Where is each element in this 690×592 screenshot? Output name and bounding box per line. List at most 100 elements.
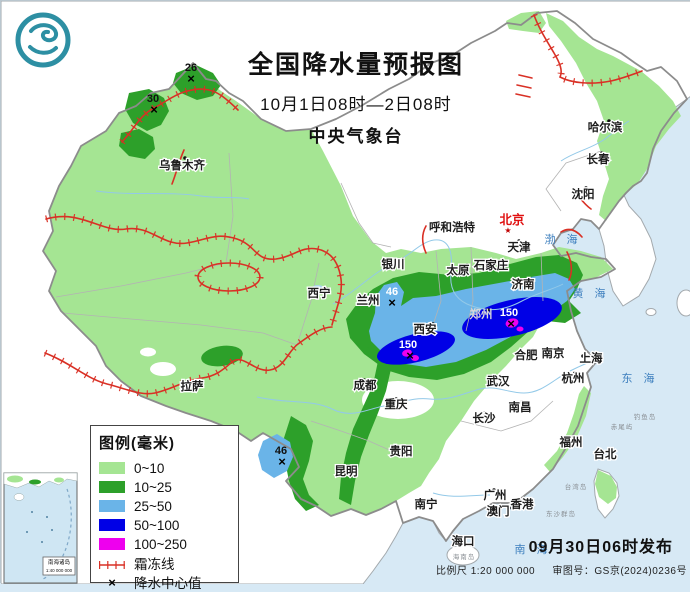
city-label: 长春	[587, 152, 610, 166]
city-label: 石家庄	[473, 258, 509, 272]
city-label: 重庆	[385, 397, 408, 411]
sea-label-yellow-sea: 黄 海	[572, 286, 609, 300]
city-label: 合肥	[515, 348, 538, 362]
city-label: 南昌	[509, 400, 532, 414]
city-label: 南宁	[415, 497, 438, 511]
precip-x-mark: ×	[507, 316, 515, 331]
city-label: 西安	[414, 322, 437, 336]
precip-x-mark: ×	[187, 71, 195, 86]
city-label: 昆明	[335, 464, 358, 478]
city-label: 澳门	[487, 504, 510, 518]
map-title-block: 全国降水量预报图 10月1日08时—2日08时 中央气象台	[226, 45, 486, 147]
city-label: 广州	[484, 488, 507, 502]
legend-label-frost: 霜冻线	[134, 557, 175, 572]
city-label: 杭州	[562, 371, 585, 385]
city-label: 台北	[594, 447, 617, 461]
legend-row: 10~25	[99, 478, 230, 496]
island-labels: 台湾岛 海南岛 东沙群岛 钓鱼岛 赤尾屿	[453, 412, 657, 561]
city-label: 沈阳	[572, 187, 595, 201]
city-label: 福州	[559, 435, 583, 449]
rain-area-50-100-west	[377, 331, 455, 365]
city-label: 郑州	[470, 307, 493, 321]
legend-row-frost: 霜冻线	[99, 554, 230, 572]
city-label: 贵阳	[390, 444, 413, 458]
city-label: 拉萨	[181, 379, 204, 393]
city-label: 海口	[452, 534, 475, 548]
island-label-diaoyu: 钓鱼岛	[634, 412, 657, 421]
legend-swatch-50-100	[99, 519, 125, 531]
rivers	[95, 120, 630, 497]
legend-label: 25~50	[134, 498, 172, 514]
frost-line-icon	[99, 561, 125, 569]
city-label: 银川	[382, 257, 405, 271]
inset-title: 南海诸岛	[48, 558, 71, 566]
sea-label-south-china-sea: 南 海	[514, 542, 551, 556]
city-label: 济南	[512, 277, 535, 291]
legend-label-center: 降水中心值	[134, 576, 202, 591]
rain-area-50-100-east	[462, 297, 562, 339]
legend-swatch-10-25	[99, 481, 125, 493]
city-label: 天津	[508, 240, 531, 254]
legend-label: 10~25	[134, 479, 172, 495]
scale-and-approval: 比例尺 1:20 000 000 审图号：GS京(2024)0236号	[436, 562, 687, 577]
island-label-hainan: 海南岛	[453, 552, 476, 561]
hainan-island	[446, 544, 480, 566]
rain-area-100-250-e1	[505, 318, 519, 328]
city-label: 上海	[580, 351, 603, 365]
x-mark-icon: ×	[108, 574, 116, 590]
frost-lines	[43, 13, 644, 398]
agency-logo	[15, 12, 71, 68]
rain-area-0-10-coast	[544, 386, 591, 472]
sea-label-east-china-sea: 东 海	[621, 371, 658, 385]
legend-label: 50~100	[134, 517, 180, 533]
legend-swatch-25-50	[99, 500, 125, 512]
logo-wave	[28, 45, 58, 55]
rain-area-10-25-wsichuan-band	[339, 347, 391, 505]
precip-value: 150	[399, 339, 417, 351]
legend-row: 50~100	[99, 516, 230, 534]
logo-swirl	[29, 23, 59, 43]
rain-area-0-10-ne-large	[546, 13, 681, 221]
city-label: 长沙	[473, 411, 496, 425]
precip-value: 46	[386, 286, 398, 298]
capital-label-beijing: 北京	[499, 212, 525, 227]
precip-value: 150	[500, 307, 518, 319]
city-markers	[183, 119, 611, 540]
legend-box: 图例(毫米) 0~10 10~25 25~50 50~100 100~250 霜…	[90, 425, 239, 591]
city-label: 西宁	[308, 286, 331, 300]
legend-label: 0~10	[134, 460, 165, 476]
legend-row: 0~10	[99, 459, 230, 477]
capital-star-icon: ★	[504, 226, 511, 235]
sea-label-bohai: 渤 海	[544, 232, 581, 246]
sea-labels: 渤 海 黄 海 东 海 南 海	[514, 232, 658, 556]
legend-swatch-100-250	[99, 538, 125, 550]
precip-value: 26	[185, 62, 197, 74]
precip-x-mark: ×	[150, 102, 158, 117]
logo-ring	[15, 12, 71, 68]
legend-row: 25~50	[99, 497, 230, 515]
city-label: 太原	[446, 263, 470, 277]
city-label: 呼和浩特	[429, 220, 475, 234]
city-label: 武汉	[487, 374, 510, 388]
island-label-chiwei: 赤尾屿	[611, 422, 634, 431]
precip-x-mark: ×	[278, 454, 286, 469]
precip-value: 30	[147, 93, 159, 105]
city-label: 乌鲁木齐	[159, 158, 205, 172]
legend-label: 100~250	[134, 536, 187, 552]
map-title: 全国降水量预报图	[247, 51, 464, 79]
inset-scale: 1:40 000 000	[46, 568, 73, 573]
precip-value: 46	[275, 445, 287, 457]
island-label-dongsha: 东沙群岛	[546, 509, 576, 518]
legend-row-center: × 降水中心值	[99, 573, 230, 592]
legend-row: 100~250	[99, 535, 230, 553]
dry-pocket-tibet-1	[150, 362, 176, 376]
rain-area-10-25-xinjiang-c	[119, 129, 155, 159]
legend-title: 图例(毫米)	[99, 435, 175, 452]
precip-center-values: 26 × 30 × 46 × 150 × 150 × 46 ×	[147, 62, 518, 469]
legend-swatch-0-10	[99, 462, 125, 474]
rain-area-100-250-w1	[402, 349, 412, 357]
city-labels: 乌鲁木齐 哈尔滨 长春 沈阳 天津 呼和浩特 石家庄 太原 济南 银川 西宁 兰…	[158, 119, 624, 550]
map-scale: 比例尺 1:20 000 000	[435, 566, 536, 577]
dry-pocket-tibet-2	[140, 347, 156, 357]
